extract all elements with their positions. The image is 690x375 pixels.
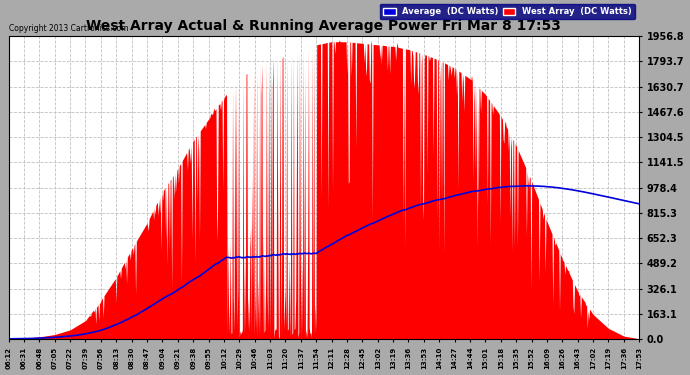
Legend: Average  (DC Watts), West Array  (DC Watts): Average (DC Watts), West Array (DC Watts…	[380, 4, 635, 20]
Text: Copyright 2013 Cartronics.com: Copyright 2013 Cartronics.com	[8, 24, 128, 33]
Title: West Array Actual & Running Average Power Fri Mar 8 17:53: West Array Actual & Running Average Powe…	[86, 20, 561, 33]
